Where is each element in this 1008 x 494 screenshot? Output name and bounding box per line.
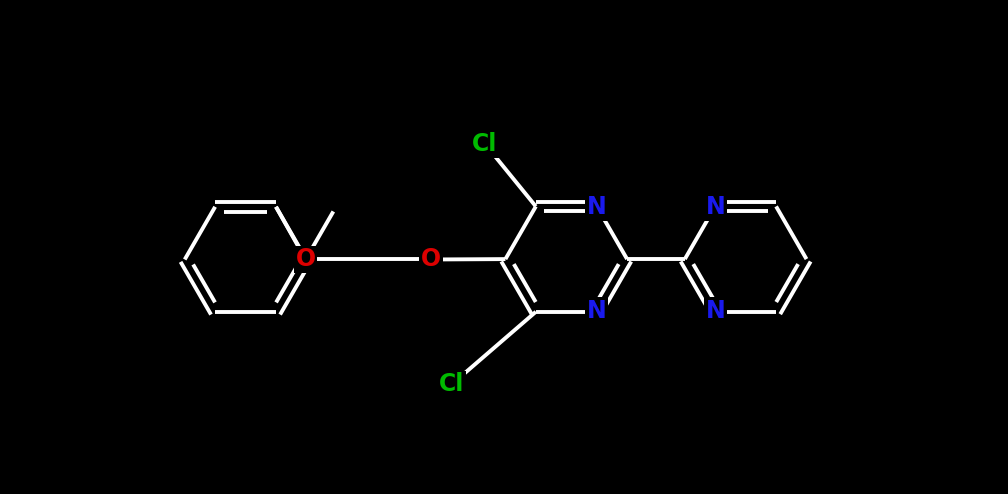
Text: Cl: Cl [439, 372, 465, 396]
Text: N: N [587, 195, 607, 219]
Text: O: O [421, 247, 442, 272]
Text: N: N [706, 195, 725, 219]
Text: Cl: Cl [473, 132, 498, 156]
Text: O: O [295, 247, 316, 272]
Text: N: N [587, 299, 607, 323]
Text: N: N [706, 299, 725, 323]
